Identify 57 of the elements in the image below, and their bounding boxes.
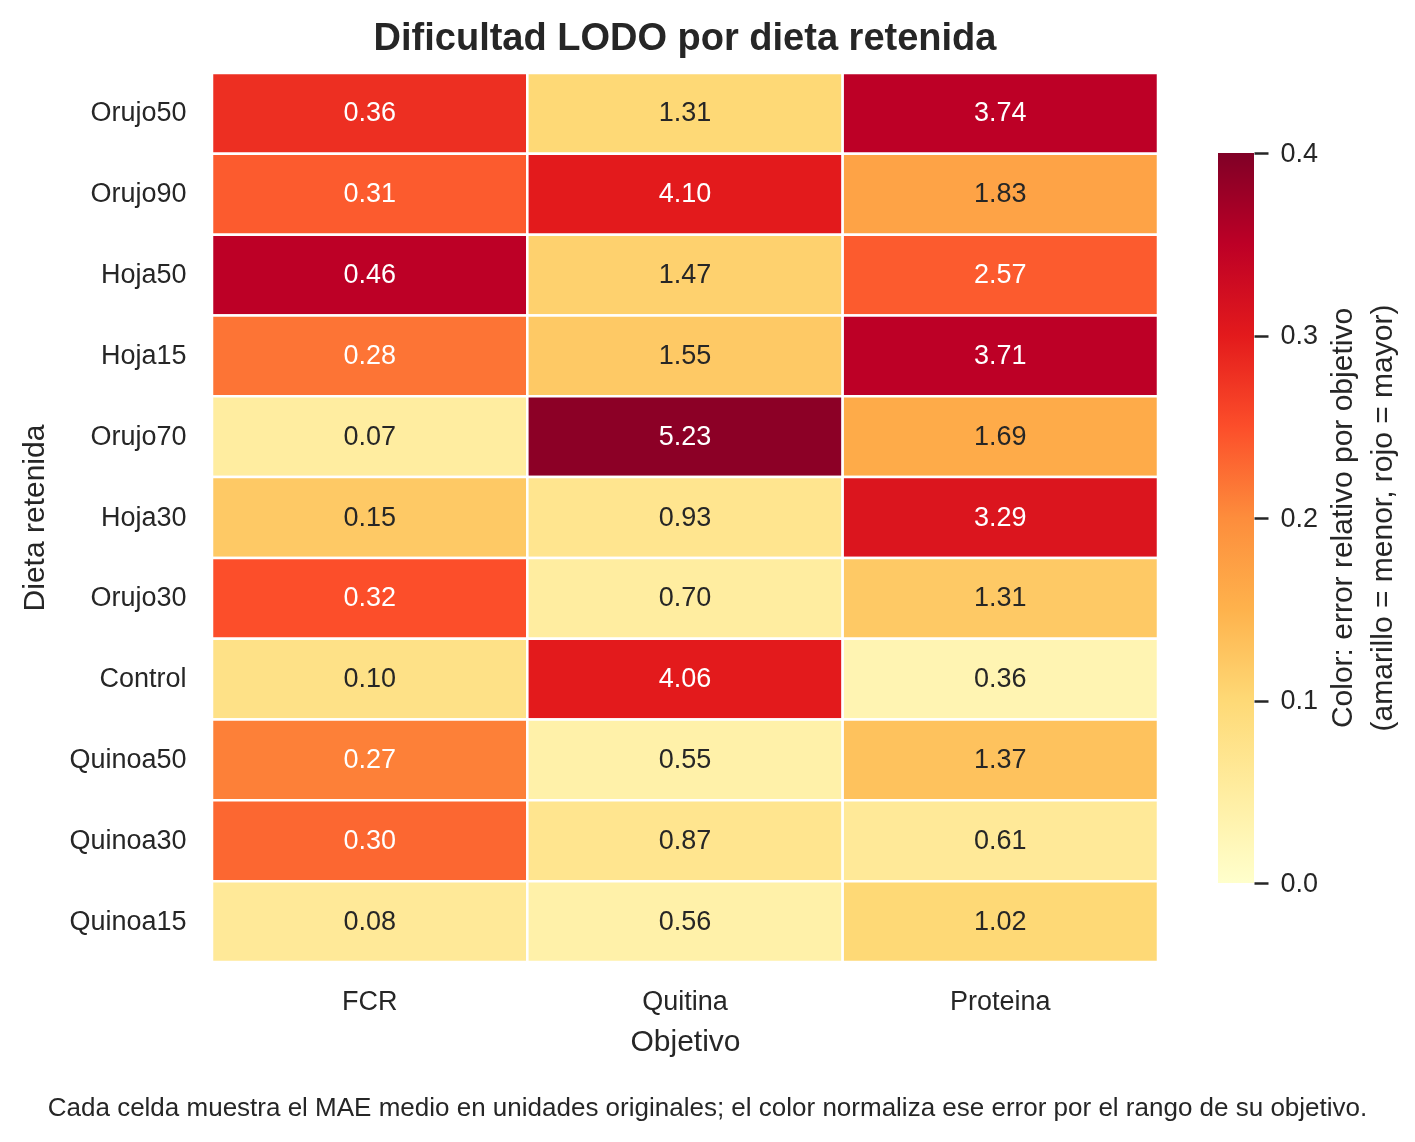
- annotation: 0.10: [343, 663, 396, 694]
- annotation: 0.61: [974, 824, 1027, 855]
- y-tick-label: Orujo90: [90, 178, 187, 209]
- annotation: 3.29: [974, 501, 1027, 532]
- y-tick-label: Hoja15: [100, 339, 187, 370]
- y-tick-label: Hoja30: [100, 501, 187, 532]
- annotation: 0.87: [658, 824, 712, 855]
- annotation: 0.28: [343, 339, 396, 370]
- color-bar-label: 0.3: [1280, 320, 1319, 350]
- annotation: 3.71: [974, 339, 1027, 370]
- y-tick-label: Quinoa50: [69, 743, 187, 774]
- y-tick-label: Control: [99, 663, 187, 694]
- color-bar-label: 0.2: [1280, 502, 1319, 533]
- annotation: 0.55: [658, 743, 712, 774]
- annotation: 4.10: [658, 178, 712, 209]
- y-tick-label: Orujo50: [90, 97, 187, 128]
- annotation: 3.74: [974, 97, 1027, 128]
- annotation: 2.57: [974, 259, 1027, 290]
- annotation: 0.70: [658, 582, 712, 613]
- annotation: 4.06: [658, 663, 712, 694]
- annotation: 1.69: [974, 420, 1027, 451]
- annotation: 0.27: [343, 743, 396, 774]
- annotation: 0.36: [974, 663, 1027, 694]
- annotation: 1.02: [974, 905, 1027, 936]
- y-tick-label: Quinoa30: [69, 824, 187, 855]
- annotation: 1.55: [658, 339, 712, 370]
- annotation: 0.93: [658, 501, 712, 532]
- x-tick-label: Quitina: [642, 985, 729, 1016]
- y-axis-title: Dieta retenida: [17, 424, 51, 612]
- color-bar-label: 0.1: [1280, 685, 1319, 715]
- annotation: 1.31: [974, 582, 1027, 613]
- annotation: 1.37: [974, 743, 1027, 774]
- text: Cada celda muestra el MAE medio en unidades originales; el color normaliza ese error por el rango de su objetivo.: [46, 1092, 1369, 1122]
- color-bar-label: 0.4: [1280, 137, 1319, 168]
- annotation: 0.36: [343, 97, 396, 128]
- annotation: 1.31: [658, 97, 712, 128]
- annotation: 0.56: [658, 905, 712, 936]
- x-tick-label: Proteina: [950, 985, 1052, 1016]
- chart-title: Dificultad LODO por dieta retenida: [373, 15, 998, 58]
- annotation: 0.30: [343, 824, 396, 855]
- annotation: 0.15: [343, 501, 396, 532]
- annotation: 0.31: [343, 178, 396, 209]
- color-bar-title: Color: error relativo por objetivo (amarillo = menor, rojo = mayor): [1324, 304, 1399, 732]
- annotation: 0.07: [343, 420, 396, 451]
- y-tick-label: Orujo70: [90, 420, 187, 451]
- y-tick-label: Orujo30: [90, 582, 187, 613]
- annotation: 5.23: [658, 420, 712, 451]
- x-tick-label: FCR: [341, 985, 398, 1016]
- annotation: 1.47: [658, 259, 712, 290]
- y-tick-label: Hoja50: [100, 259, 187, 290]
- annotation: 0.08: [343, 905, 396, 936]
- x-axis-title: Objetivo: [630, 1023, 741, 1057]
- annotation: 0.46: [343, 259, 396, 290]
- annotation: 1.83: [974, 178, 1027, 209]
- color-bar-label: 0.0: [1280, 867, 1319, 898]
- annotation: 0.32: [343, 582, 396, 613]
- y-tick-label: Quinoa15: [69, 905, 187, 936]
